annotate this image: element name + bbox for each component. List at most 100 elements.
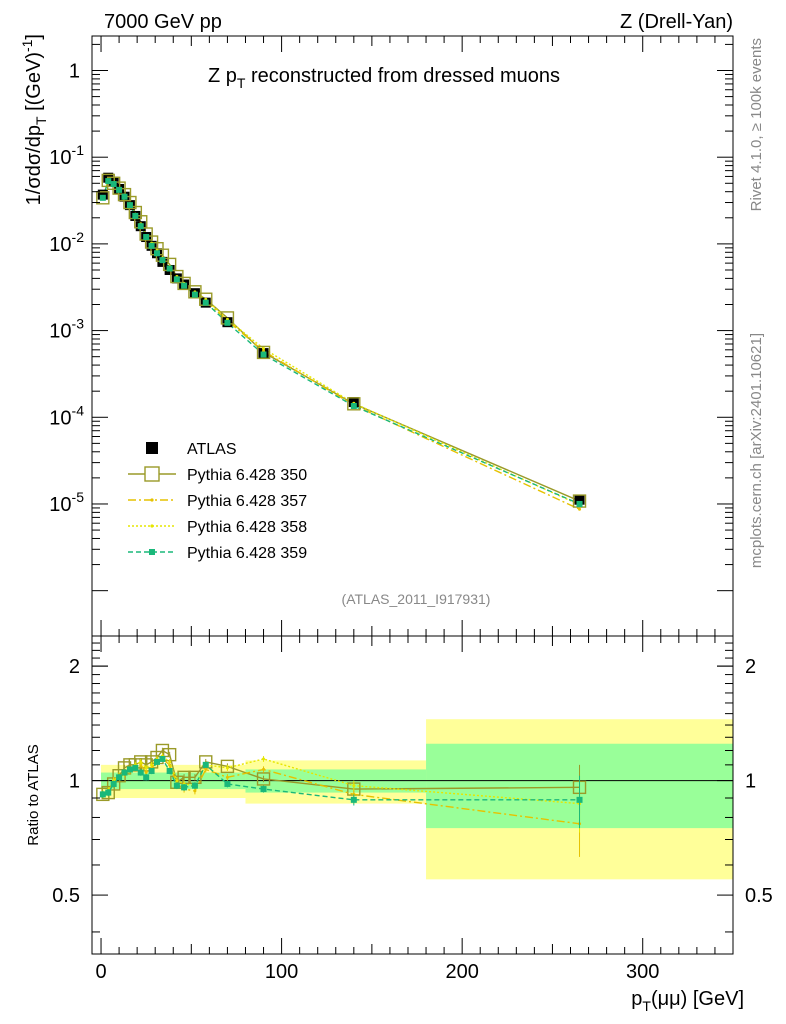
mcplots-label: mcplots.cern.ch [arXiv:2401.10621]	[748, 333, 765, 568]
mc-point	[256, 345, 271, 360]
ratio-point	[144, 766, 148, 770]
legend-marker	[149, 549, 155, 555]
ratio-point	[143, 774, 150, 781]
mc-point	[173, 276, 180, 283]
mc-point	[126, 202, 133, 209]
y-tick-label: 10-4	[49, 402, 84, 429]
mc-point	[188, 285, 202, 299]
mc-point	[154, 250, 161, 257]
mc-point	[137, 223, 144, 230]
mc-point	[347, 397, 361, 411]
ratio-point	[224, 780, 231, 787]
ratio-point	[132, 764, 139, 771]
ratio-series	[96, 743, 587, 857]
ratio-ticks	[92, 636, 734, 954]
x-tick-labels: 0 100 200 300	[95, 961, 659, 983]
ratio-point	[175, 779, 179, 783]
x-tick-label: 0	[95, 961, 106, 983]
mc-point	[202, 299, 209, 306]
ratio-point	[116, 774, 123, 781]
y-tick-label: 1	[69, 60, 80, 82]
mc-point	[148, 242, 155, 249]
ratio-point	[126, 766, 133, 773]
legend-marker	[150, 524, 154, 528]
ratio-point	[181, 784, 188, 791]
mc-point	[110, 181, 117, 188]
ratio-point	[150, 763, 154, 767]
main-bands	[98, 175, 584, 502]
x-tick-label: 100	[265, 961, 298, 983]
ratio-panel: 0.5 0.5 1 1 2 2 0 100 200 300 Ratio to ATLAS pT(…	[25, 635, 773, 1014]
ratio-point	[220, 759, 235, 774]
main-panel: 10-5 10-4 10-3 10-2 10-1 1 Z pT reconstructed…	[19, 34, 734, 637]
ratio-point	[166, 767, 173, 774]
mc-point	[116, 186, 123, 193]
mc-point	[177, 276, 191, 291]
ratio-point	[225, 775, 229, 779]
ratio-point	[262, 757, 266, 761]
atlas-point	[574, 494, 585, 505]
ratio-y-tick-label: 1	[69, 771, 80, 793]
mc-point	[143, 234, 150, 241]
ratio-point	[173, 782, 180, 789]
mc-point	[159, 257, 166, 264]
ratio-y-tick-labels: 0.5 0.5 1 1 2 2	[52, 656, 773, 907]
ratio-point	[352, 784, 356, 788]
mc-point	[132, 212, 139, 219]
legend-marker	[146, 442, 158, 454]
legend: ATLAS Pythia 6.428 350 Pythia 6.428 357 Pyt…	[128, 441, 307, 562]
ratio-point	[193, 789, 197, 793]
mc-point	[170, 269, 184, 284]
series-line	[102, 179, 580, 502]
mc-point	[96, 191, 110, 205]
legend-label: Pythia 6.428 359	[187, 545, 307, 562]
ratio-point	[350, 796, 357, 803]
ratio-point	[256, 772, 271, 786]
series-line	[102, 180, 580, 505]
mc-point	[350, 402, 357, 409]
ratio-point	[110, 780, 117, 787]
ratio-point	[204, 767, 208, 771]
reference-label: (ATLAS_2011_I917931)	[342, 591, 491, 607]
ratio-y-tick-label: 2	[69, 656, 80, 678]
mc-point	[576, 500, 583, 507]
y-tick-label: 10-1	[49, 142, 84, 169]
ratio-frame	[91, 635, 734, 955]
main-series	[96, 172, 587, 511]
mc-point	[191, 291, 198, 298]
legend-label: Pythia 6.428 358	[187, 519, 307, 536]
y-tick-label: 10-3	[49, 316, 84, 343]
legend-label: ATLAS	[187, 441, 237, 458]
ratio-point	[139, 760, 143, 764]
ratio-y-tick-label-right: 2	[745, 656, 756, 678]
mc-point	[105, 178, 112, 185]
rivet-label: Rivet 4.1.0, ≥ 100k events	[748, 38, 765, 211]
header-right: Z (Drell-Yan)	[620, 11, 733, 33]
ratio-point	[137, 769, 144, 776]
mc-point	[166, 265, 173, 272]
y-tick-label: 10-5	[49, 489, 84, 516]
header-left: 7000 GeV pp	[104, 11, 222, 33]
ratio-point	[105, 789, 112, 796]
main-ylabel: 1/σdσ/dpT [(GeV)-1]	[19, 34, 49, 205]
series-line	[102, 179, 580, 510]
mc-point	[262, 347, 266, 351]
ratio-point	[159, 755, 166, 762]
ratio-point	[262, 767, 266, 771]
y-tick-label: 10-2	[49, 229, 84, 256]
legend-marker	[150, 498, 154, 502]
main-title: Z pT reconstructed from dressed muons	[208, 65, 560, 91]
ratio-point	[121, 769, 128, 776]
ratio-point	[202, 761, 209, 768]
mc-point	[578, 507, 582, 511]
legend-label: Pythia 6.428 357	[187, 493, 307, 510]
ratio-point	[154, 758, 161, 765]
ratio-point	[168, 760, 172, 764]
x-tick-label: 200	[445, 961, 478, 983]
legend-marker	[144, 466, 160, 482]
ratio-point	[148, 767, 155, 774]
mc-point	[572, 494, 587, 508]
legend-label: Pythia 6.428 350	[187, 467, 307, 484]
ratio-y-tick-label-right: 1	[745, 771, 756, 793]
